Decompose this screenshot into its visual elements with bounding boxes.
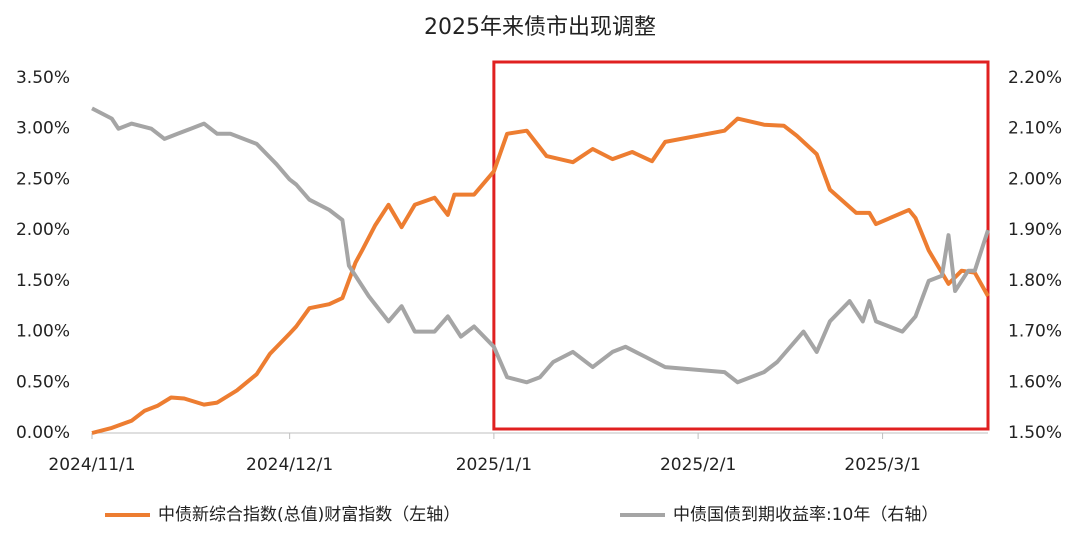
y2-tick-label: 2.10% — [1008, 119, 1062, 139]
y-tick-label: 2.00% — [16, 220, 70, 240]
y2-tick-label: 1.60% — [1008, 372, 1062, 392]
y-tick-label: 1.50% — [16, 271, 70, 291]
y-tick-label: 2.50% — [16, 169, 70, 189]
highlight-box — [492, 60, 990, 431]
y2-tick-label: 2.20% — [1008, 68, 1062, 88]
x-tick-label: 2025/1/1 — [456, 455, 532, 475]
y2-tick-label: 1.80% — [1008, 271, 1062, 291]
y-tick-label: 0.00% — [16, 423, 70, 443]
legend-label: 中债国债到期收益率:10年（右轴） — [673, 505, 938, 525]
legend-label: 中债新综合指数(总值)财富指数（左轴） — [158, 505, 460, 525]
x-tick-label: 2024/12/1 — [246, 455, 333, 475]
x-tick-label: 2025/2/1 — [660, 455, 736, 475]
y-tick-label: 1.00% — [16, 322, 70, 342]
y-tick-label: 0.50% — [16, 372, 70, 392]
y2-tick-label: 2.00% — [1008, 169, 1062, 189]
y-tick-label: 3.00% — [16, 119, 70, 139]
x-tick-label: 2024/11/1 — [48, 455, 135, 475]
y2-tick-label: 1.90% — [1008, 220, 1062, 240]
y2-tick-label: 1.50% — [1008, 423, 1062, 443]
series-line — [91, 106, 990, 385]
x-tick-label: 2025/3/1 — [844, 455, 920, 475]
chart-title: 2025年来债市出现调整 — [424, 15, 656, 40]
y-tick-label: 3.50% — [16, 68, 70, 88]
series-line — [91, 116, 990, 435]
y2-tick-label: 1.70% — [1008, 322, 1062, 342]
